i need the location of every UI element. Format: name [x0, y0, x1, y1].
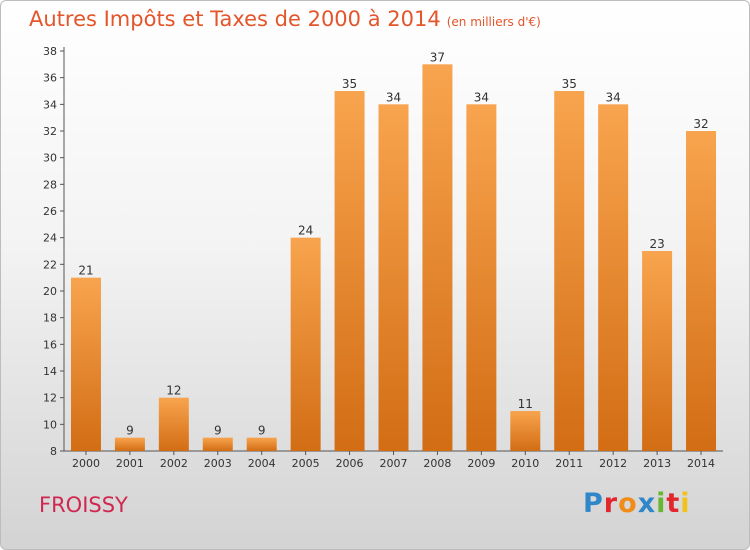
y-tick-label: 12: [43, 392, 57, 405]
data-label: 23: [649, 237, 664, 251]
y-tick-label: 16: [43, 338, 57, 351]
bar: [422, 64, 453, 452]
data-label: 34: [386, 90, 401, 104]
x-tick-label: 2007: [380, 457, 408, 470]
logo-letter: o: [618, 488, 638, 519]
data-label: 34: [606, 90, 621, 104]
place-name: FROISSY: [39, 493, 128, 517]
data-label: 37: [430, 50, 445, 64]
x-tick-label: 2004: [248, 457, 276, 470]
y-tick-label: 30: [43, 152, 57, 165]
y-tick-label: 26: [43, 205, 57, 218]
chart-title-text: Autres Impôts et Taxes de 2000 à 2014: [29, 7, 441, 31]
data-label: 9: [126, 424, 134, 438]
y-tick-label: 34: [43, 98, 57, 111]
y-tick-label: 24: [43, 232, 57, 245]
x-tick-label: 2012: [599, 457, 627, 470]
chart-axes: 8 10 12 14 16 18 20 22 24 26 28 30 32 34 36 38: [43, 45, 723, 458]
y-tick-label: 8: [50, 445, 57, 458]
x-tick-label: 2013: [643, 457, 671, 470]
y-tick-label: 20: [43, 285, 57, 298]
y-tick-label: 32: [43, 125, 57, 138]
x-tick-label: 2010: [511, 457, 539, 470]
bar: [114, 437, 145, 451]
y-tick-label: 18: [43, 312, 57, 325]
bar: [202, 437, 233, 451]
logo-letter: i: [656, 488, 667, 519]
logo-letter: P: [583, 488, 604, 519]
y-tick-label: 14: [43, 365, 57, 378]
y-tick-label: 38: [43, 45, 57, 58]
x-tick-label: 2014: [687, 457, 715, 470]
chart-title-unit: (en milliers d'€): [446, 15, 541, 29]
y-tick-label: 22: [43, 258, 57, 271]
logo-letter: x: [637, 488, 657, 519]
bar: [510, 411, 541, 451]
data-label: 9: [258, 424, 266, 438]
x-tick-label: 2006: [336, 457, 364, 470]
chart-bars: [70, 64, 717, 452]
x-tick-label: 2011: [555, 457, 583, 470]
proxiti-logo[interactable]: Proxiti: [583, 488, 691, 519]
logo-letter: r: [603, 488, 619, 519]
bar: [334, 91, 365, 451]
x-tick-label: 2003: [204, 457, 232, 470]
chart-title: Autres Impôts et Taxes de 2000 à 2014 (en…: [29, 7, 541, 31]
data-label: 9: [214, 424, 222, 438]
bar: [554, 91, 585, 451]
bar: [686, 131, 717, 451]
bar: [378, 104, 409, 451]
x-tick-label: 2009: [467, 457, 495, 470]
y-tick-label: 10: [43, 418, 57, 431]
logo-letter: t: [666, 488, 681, 519]
data-label: 32: [693, 117, 708, 131]
x-tick-label: 2005: [292, 457, 320, 470]
x-tick-label: 2000: [72, 457, 100, 470]
y-tick-label: 28: [43, 178, 57, 191]
bar: [246, 437, 277, 451]
x-tick-label: 2002: [160, 457, 188, 470]
x-tick-label: 2001: [116, 457, 144, 470]
bar: [290, 237, 321, 451]
bar: [466, 104, 497, 451]
data-label: 35: [562, 77, 577, 91]
data-label: 35: [342, 77, 357, 91]
data-label: 24: [298, 224, 313, 238]
logo-letter: i: [680, 488, 691, 519]
data-label: 21: [78, 264, 93, 278]
data-label: 34: [474, 90, 489, 104]
chart-labels: 2000 21 2001 9 2002 12 2003 9 2004 9 2005 24 2006 35 2…: [72, 50, 715, 470]
data-label: 11: [518, 397, 533, 411]
bar: [598, 104, 629, 451]
bar: [642, 251, 673, 451]
bar: [158, 397, 189, 451]
x-tick-label: 2008: [423, 457, 451, 470]
y-tick-label: 36: [43, 72, 57, 85]
data-label: 12: [166, 384, 181, 398]
bar: [70, 277, 101, 451]
